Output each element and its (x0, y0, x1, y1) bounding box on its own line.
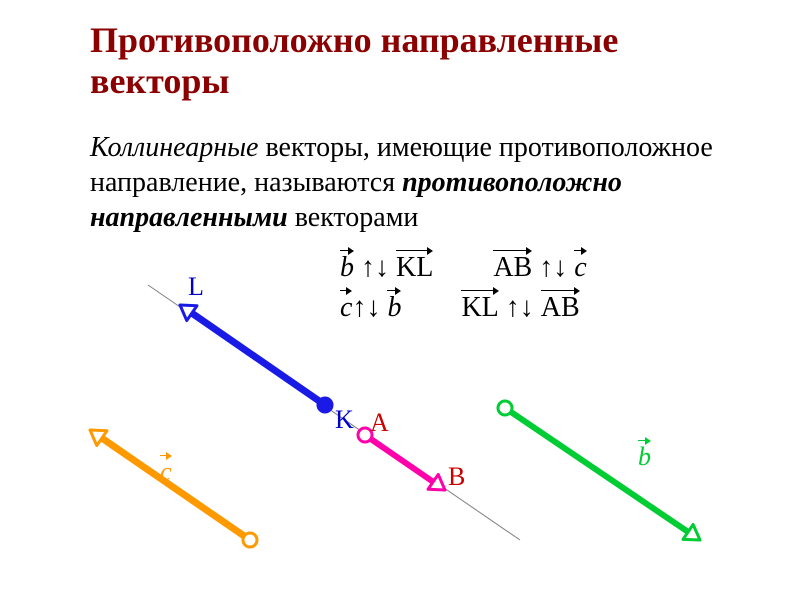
vector-b (505, 408, 692, 534)
label-B: B (448, 462, 465, 492)
vector-diagram: K Lc A Bb (60, 250, 760, 580)
slide-title: Противоположно направленные векторы (90, 20, 710, 103)
label-L: L (188, 272, 204, 302)
label-c: c (160, 455, 172, 487)
vector-KL (188, 311, 325, 405)
vector-c (98, 436, 250, 540)
vector-AB (365, 435, 437, 484)
label-A: A (370, 408, 389, 438)
label-b: b (638, 440, 651, 472)
label-K: K (335, 405, 354, 435)
definition-text: Коллинеарные векторы, имеющие противопол… (90, 130, 750, 235)
